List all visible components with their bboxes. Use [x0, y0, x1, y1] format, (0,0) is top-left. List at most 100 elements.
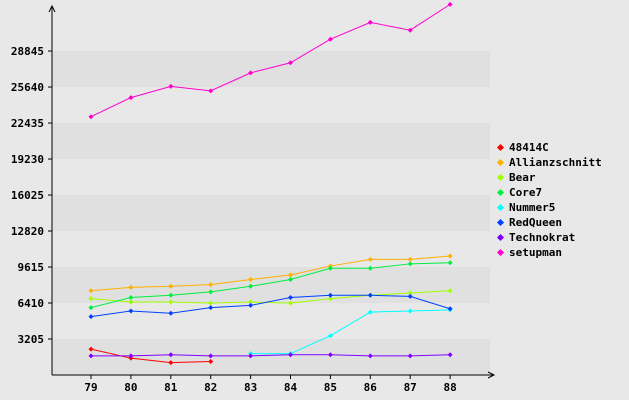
data-point-setupman — [208, 88, 214, 94]
y-axis-ticks: 3205 6410 9615 12820 16025 19230 22435 25640 288… — [11, 45, 52, 346]
x-axis-ticks: 79 80 81 82 83 84 85 86 87 88 — [84, 375, 457, 394]
series-line-core7 — [90, 262, 451, 309]
data-point-allianzschnitt — [208, 282, 214, 288]
data-point-redqueen — [288, 295, 293, 301]
y-tick-label: 3205 — [18, 333, 45, 346]
legend-swatch-icon — [496, 188, 505, 197]
data-point-allianzschnitt — [128, 284, 134, 290]
legend-label: setupman — [509, 246, 562, 259]
data-point-core7 — [447, 260, 453, 266]
data-point-redqueen — [367, 292, 373, 298]
legend-item-redqueen: RedQueen — [496, 215, 602, 230]
data-point-48414c — [168, 360, 174, 366]
data-point-technokrat — [248, 353, 254, 359]
legend-swatch-icon — [496, 218, 505, 227]
legend-item-technokrat: Technokrat — [496, 230, 602, 245]
legend-label: RedQueen — [509, 216, 562, 229]
grid-band — [52, 195, 490, 232]
data-point-redqueen — [248, 302, 254, 308]
data-point-setupman — [248, 70, 254, 76]
data-point-core7 — [208, 289, 214, 295]
data-point-bear — [407, 290, 413, 296]
legend-swatch-icon — [496, 143, 505, 152]
x-tick-label: 86 — [364, 381, 378, 394]
data-point-setupman — [88, 114, 94, 120]
x-tick-label: 79 — [84, 381, 97, 394]
data-point-bear — [327, 296, 333, 302]
x-tick-label: 81 — [164, 381, 178, 394]
data-point-allianzschnitt — [447, 253, 453, 259]
data-point-technokrat — [208, 353, 214, 359]
grid-band — [52, 339, 490, 375]
data-point-bear — [168, 299, 174, 305]
legend-label: Core7 — [509, 186, 543, 199]
data-point-redqueen — [208, 305, 214, 311]
grid-band — [52, 51, 490, 88]
data-point-core7 — [288, 277, 293, 283]
data-point-allianzschnitt — [407, 256, 413, 262]
legend-item-allianzschnitt: Allianzschnitt — [496, 155, 602, 170]
data-point-redqueen — [407, 293, 413, 299]
y-tick-label: 16025 — [11, 189, 44, 202]
data-point-setupman — [168, 83, 174, 89]
data-point-nummer5 — [367, 309, 373, 315]
data-point-core7 — [407, 261, 413, 267]
data-point-redqueen — [447, 306, 453, 312]
data-point-nummer5 — [327, 333, 333, 339]
x-tick-label: 84 — [284, 381, 298, 394]
series-line-48414c — [90, 348, 211, 364]
series-line-setupman — [90, 3, 451, 118]
legend-swatch-icon — [496, 248, 505, 257]
data-point-redqueen — [88, 314, 94, 320]
data-point-bear — [88, 296, 94, 302]
data-point-bear — [288, 300, 293, 306]
series-points — [88, 1, 453, 366]
data-point-technokrat — [288, 352, 293, 358]
data-point-core7 — [128, 295, 134, 301]
legend-item-48414c: 48414C — [496, 140, 602, 155]
y-tick-label: 25640 — [11, 81, 44, 94]
legend-item-bear: Bear — [496, 170, 602, 185]
data-point-redqueen — [128, 308, 134, 314]
y-axis-arrow — [48, 4, 56, 13]
y-tick-label: 9615 — [18, 261, 45, 274]
data-point-setupman — [128, 95, 134, 101]
legend-label: 48414C — [509, 141, 549, 154]
series-line-allianzschnitt — [90, 255, 451, 292]
x-axis-arrow — [487, 371, 496, 379]
data-point-setupman — [407, 27, 413, 33]
data-point-technokrat — [128, 353, 134, 359]
data-point-allianzschnitt — [168, 283, 174, 289]
data-point-48414c — [208, 359, 214, 365]
y-tick-label: 28845 — [11, 45, 44, 58]
data-point-allianzschnitt — [248, 277, 254, 283]
x-tick-label: 88 — [443, 381, 456, 394]
x-tick-label: 83 — [244, 381, 257, 394]
grid-band — [52, 231, 490, 268]
data-point-allianzschnitt — [367, 256, 373, 262]
grid-band — [52, 267, 490, 304]
legend: 48414C Allianzschnitt Bear Core7 Nummer5 RedQ… — [496, 140, 602, 260]
data-point-bear — [128, 299, 134, 305]
legend-item-core7: Core7 — [496, 185, 602, 200]
data-point-allianzschnitt — [88, 288, 94, 294]
grid-bands — [52, 10, 490, 375]
data-point-core7 — [88, 305, 94, 311]
data-point-setupman — [367, 19, 373, 25]
data-point-bear — [248, 299, 254, 305]
data-point-technokrat — [407, 353, 413, 359]
grid-band — [52, 159, 490, 196]
y-tick-label: 19230 — [11, 153, 44, 166]
y-tick-label: 6410 — [18, 297, 45, 310]
data-point-bear — [208, 300, 214, 306]
legend-swatch-icon — [496, 233, 505, 242]
data-point-nummer5 — [407, 308, 413, 314]
legend-label: Nummer5 — [509, 201, 556, 214]
x-tick-label: 87 — [404, 381, 417, 394]
legend-swatch-icon — [496, 203, 505, 212]
data-point-core7 — [168, 292, 174, 298]
series-line-bear — [90, 290, 451, 304]
grid-band — [52, 303, 490, 340]
series-line-technokrat — [91, 354, 451, 357]
